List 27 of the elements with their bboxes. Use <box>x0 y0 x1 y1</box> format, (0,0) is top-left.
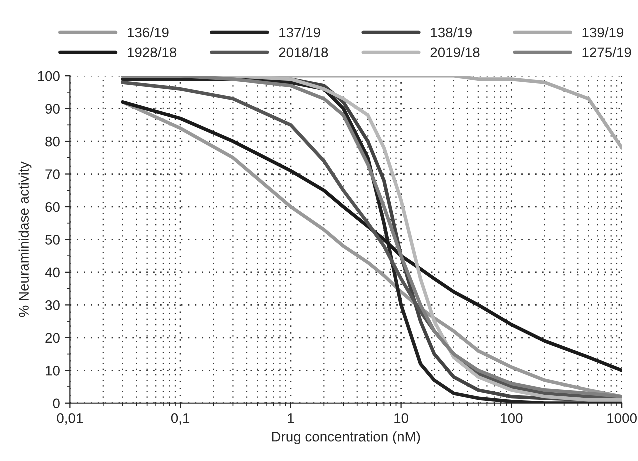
y-tick-label: 30 <box>46 300 60 310</box>
legend-label: 136/19 <box>128 27 169 38</box>
x-axis-title: Drug concentration (nM) <box>272 432 420 445</box>
y-tick-label: 10 <box>46 366 60 376</box>
y-tick-label: 90 <box>46 104 60 114</box>
x-tick-label: 10 <box>394 413 408 424</box>
y-tick-label: 60 <box>46 202 60 212</box>
legend-label: 138/19 <box>431 27 472 38</box>
y-tick-label: 70 <box>46 170 60 180</box>
y-tick-label: 0 <box>53 398 60 409</box>
y-tick-label: 80 <box>46 136 60 147</box>
x-tick-label: 1000 <box>608 413 637 424</box>
legend-label: 139/19 <box>582 27 624 38</box>
y-tick-label: 40 <box>45 268 60 278</box>
x-tick-label: 0,1 <box>171 413 190 425</box>
x-tick-label: 0,01 <box>57 413 84 425</box>
legend-label: 1275/19 <box>582 47 632 58</box>
legend-label: 137/19 <box>280 27 320 38</box>
x-tick-label: 1 <box>288 414 294 424</box>
legend-label: 2018/18 <box>279 47 328 58</box>
y-tick-label: 100 <box>38 71 60 82</box>
y-tick-label: 50 <box>46 235 60 245</box>
y-axis-title: % Neuraminidase activity <box>18 162 32 318</box>
x-tick-label: 100 <box>501 413 523 424</box>
y-tick-label: 20 <box>46 333 60 344</box>
legend-label: 1928/18 <box>128 47 177 58</box>
legend-label: 2019/18 <box>430 47 480 58</box>
